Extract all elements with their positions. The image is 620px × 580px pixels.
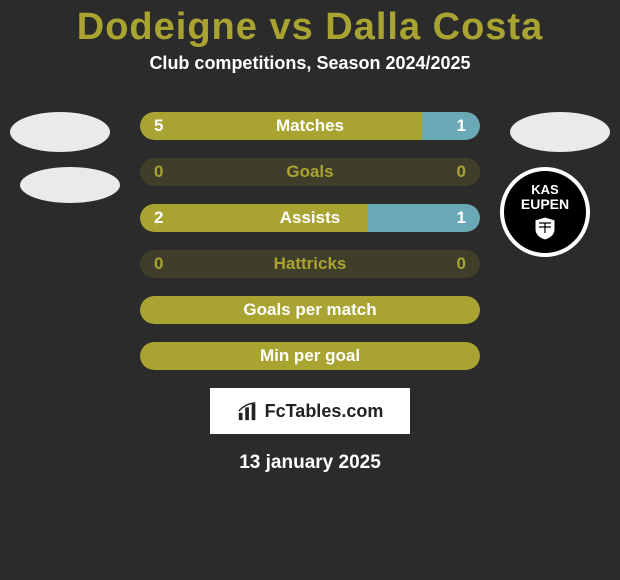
stat-label: Goals per match xyxy=(140,300,480,320)
stat-row: Goals per match xyxy=(140,296,480,324)
stat-label: Hattricks xyxy=(140,254,480,274)
stat-label: Matches xyxy=(140,116,480,136)
club-left-placeholder xyxy=(20,167,120,203)
snapshot-date: 13 january 2025 xyxy=(0,452,620,474)
stat-row: 51Matches xyxy=(140,112,480,140)
chart-icon xyxy=(237,400,259,422)
player-left-avatar xyxy=(10,112,110,152)
stat-label: Goals xyxy=(140,162,480,182)
shield-icon xyxy=(533,215,557,241)
badge-line1: KAS xyxy=(531,183,558,196)
stat-label: Assists xyxy=(140,208,480,228)
stat-row: 00Goals xyxy=(140,158,480,186)
comparison-subtitle: Club competitions, Season 2024/2025 xyxy=(0,53,620,74)
stat-bars: 51Matches 00Goals 21Assists 00Hattricks Goal… xyxy=(140,112,480,370)
player-right-avatar xyxy=(510,112,610,152)
fctables-label: FcTables.com xyxy=(265,401,384,422)
fctables-watermark: FcTables.com xyxy=(210,388,410,434)
stat-row: 21Assists xyxy=(140,204,480,232)
stat-row: Min per goal xyxy=(140,342,480,370)
stat-row: 00Hattricks xyxy=(140,250,480,278)
club-right-badge: KAS EUPEN xyxy=(500,167,590,257)
stat-label: Min per goal xyxy=(140,346,480,366)
content-area: KAS EUPEN 51Matches 00Goals 21Assists 00Hat… xyxy=(0,112,620,474)
comparison-title: Dodeigne vs Dalla Costa xyxy=(0,0,620,53)
badge-line2: EUPEN xyxy=(521,197,569,211)
